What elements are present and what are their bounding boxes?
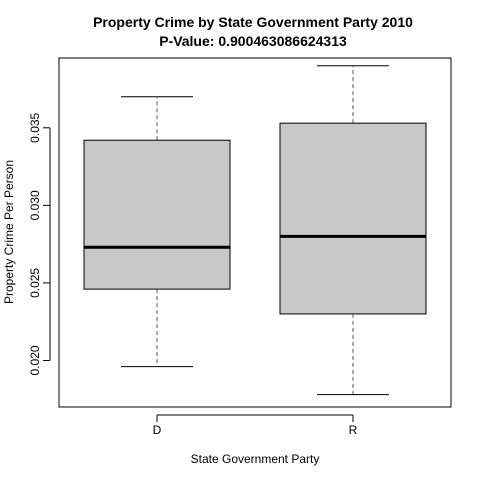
y-tick-label: 0.035: [28, 112, 42, 142]
chart-title: Property Crime by State Government Party…: [93, 14, 413, 30]
plot-frame: [58, 57, 452, 408]
y-tick-label: 0.030: [28, 190, 42, 220]
iqr-box: [83, 139, 231, 290]
chart-subtitle: P-Value: 0.900463086624313: [159, 33, 347, 49]
y-tick-label: 0.025: [28, 268, 42, 298]
box-D: [83, 96, 231, 368]
y-axis-label: Property Crime Per Person: [2, 160, 16, 304]
y-axis: 0.020 0.025 0.030 0.035: [28, 112, 51, 375]
y-tick-label: 0.020: [28, 345, 42, 375]
box-R: [279, 65, 427, 396]
boxes: [83, 65, 427, 396]
x-tick-label: D: [153, 423, 162, 437]
iqr-box: [279, 122, 427, 315]
x-tick-label: R: [349, 423, 358, 437]
x-axis-label: State Government Party: [191, 452, 320, 466]
